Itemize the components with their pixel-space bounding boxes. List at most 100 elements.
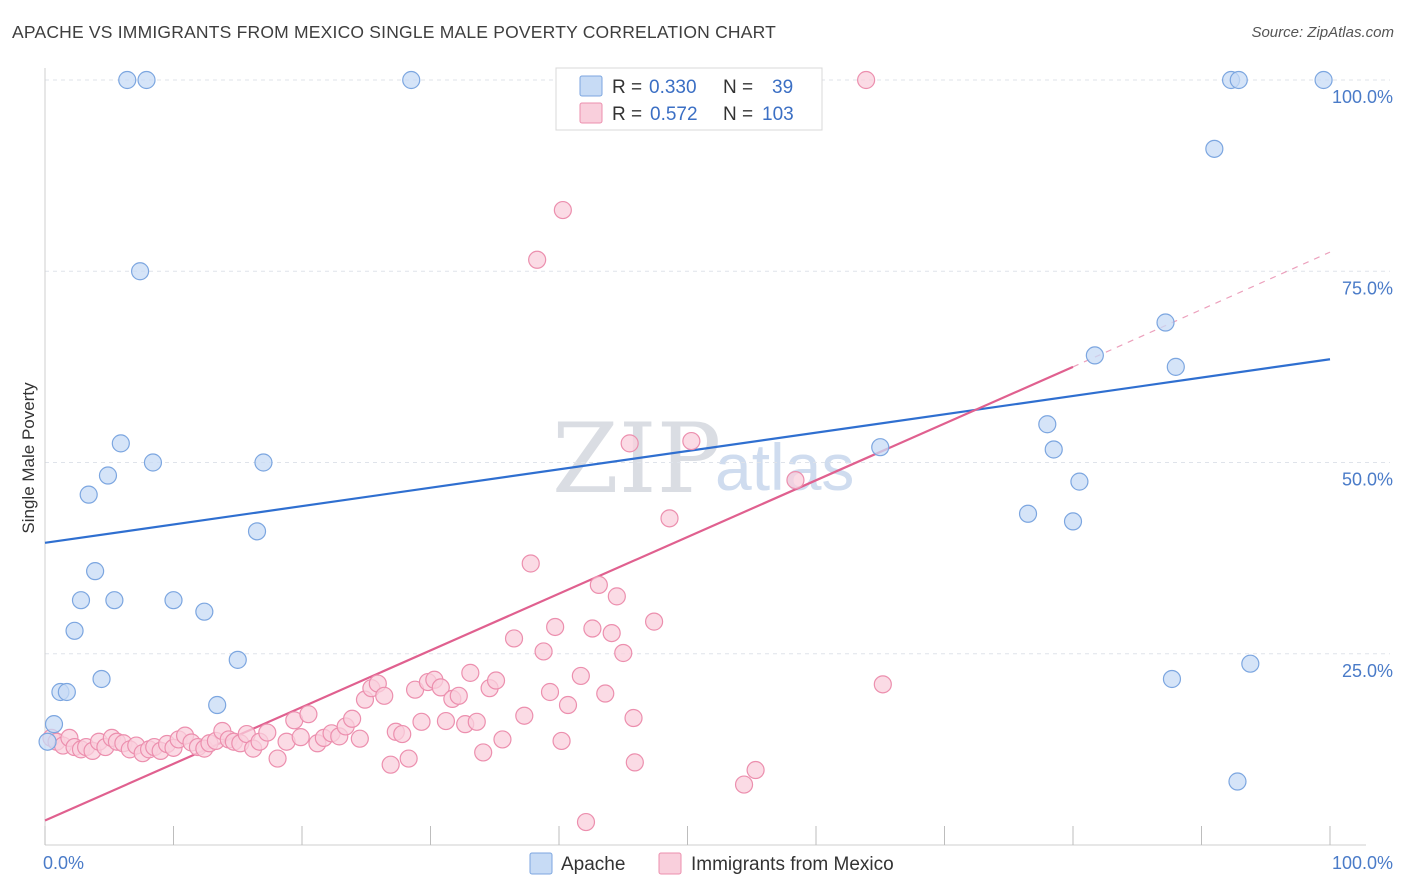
point-mexico-75 — [534, 642, 553, 661]
gridlines — [45, 79, 1390, 655]
point-mexico-77 — [546, 617, 565, 637]
point-mexico-52 — [381, 755, 400, 774]
axes — [44, 68, 1366, 846]
x-tick-label-1: 100.0% — [1332, 853, 1393, 873]
point-apache-7 — [86, 562, 105, 581]
point-apache-31 — [1156, 313, 1175, 332]
legend-r-value-apache: 0.330 — [649, 77, 697, 98]
point-apache-22 — [402, 70, 421, 90]
point-mexico-90 — [624, 708, 643, 728]
point-mexico-72 — [515, 706, 534, 725]
correlation-legend: R = 0.330 N = 39 R = 0.572 N = 103 — [555, 67, 823, 131]
point-apache-18 — [208, 695, 227, 715]
chart-source: Source: ZipAtlas.com — [1251, 24, 1394, 41]
bottom-legend-label-mexico: Immigrants from Mexico — [691, 854, 894, 875]
point-apache-0 — [38, 732, 57, 751]
point-apache-35 — [1241, 654, 1260, 673]
point-mexico-78 — [552, 731, 571, 751]
point-apache-33 — [1205, 139, 1224, 158]
point-mexico-99 — [857, 70, 876, 90]
point-mexico-91 — [625, 753, 644, 772]
point-mexico-63 — [449, 686, 468, 705]
point-mexico-88 — [614, 643, 633, 663]
point-apache-30 — [1162, 669, 1182, 689]
point-mexico-57 — [412, 712, 431, 731]
x-tick-label-0: 0.0% — [43, 853, 84, 873]
point-apache-4 — [65, 621, 84, 640]
point-mexico-84 — [589, 575, 608, 595]
y-tick-label-1: 50.0% — [1342, 470, 1393, 490]
y-tick-label-2: 75.0% — [1342, 278, 1393, 298]
bottom-legend-swatch-mexico — [658, 852, 682, 875]
watermark-atlas: atlas — [715, 430, 854, 504]
point-apache-8 — [92, 669, 111, 689]
point-apache-32 — [1166, 357, 1185, 376]
point-mexico-76 — [540, 682, 560, 702]
point-mexico-80 — [553, 200, 572, 220]
y-tick-label-0: 25.0% — [1342, 661, 1393, 681]
point-mexico-46 — [343, 709, 362, 728]
point-mexico-51 — [375, 686, 394, 705]
point-apache-29 — [1085, 346, 1104, 365]
point-mexico-66 — [467, 712, 486, 731]
point-apache-37 — [1229, 70, 1248, 90]
point-apache-34 — [1228, 772, 1247, 791]
point-mexico-93 — [660, 509, 679, 528]
point-mexico-92 — [644, 612, 664, 631]
data-points — [38, 70, 1333, 832]
point-mexico-85 — [596, 684, 615, 703]
point-mexico-94 — [682, 431, 701, 451]
point-mexico-82 — [576, 812, 596, 832]
bottom-legend-label-apache: Apache — [561, 854, 625, 875]
point-mexico-96 — [734, 775, 754, 794]
legend-swatch-mexico — [579, 102, 603, 124]
y-tick-label-3: 100.0% — [1332, 87, 1393, 107]
point-apache-3 — [57, 682, 76, 702]
point-mexico-83 — [583, 619, 602, 638]
legend-n-label-apache: N = — [723, 77, 753, 98]
point-apache-5 — [71, 591, 91, 610]
point-apache-17 — [195, 602, 214, 621]
point-mexico-87 — [607, 587, 626, 606]
point-apache-13 — [130, 262, 150, 281]
point-apache-11 — [111, 434, 130, 453]
point-mexico-73 — [521, 554, 540, 573]
point-mexico-47 — [350, 729, 369, 748]
point-apache-1 — [44, 715, 64, 734]
legend-n-label-mexico: N = — [723, 104, 753, 125]
point-apache-27 — [1063, 512, 1083, 531]
point-apache-12 — [118, 70, 137, 90]
point-apache-6 — [79, 485, 98, 504]
point-apache-24 — [1018, 504, 1038, 523]
tick-labels: 25.0% 50.0% 75.0% 100.0% 0.0% 100.0% — [43, 87, 1393, 873]
point-mexico-39 — [291, 728, 310, 747]
chart-title: APACHE VS IMMIGRANTS FROM MEXICO SINGLE … — [12, 22, 777, 42]
legend-n-value-apache: 39 — [772, 77, 793, 98]
point-apache-25 — [1038, 415, 1057, 434]
point-mexico-70 — [493, 730, 512, 749]
legend-r-label-mexico: R = — [612, 104, 642, 125]
point-mexico-54 — [393, 724, 412, 744]
point-apache-14 — [137, 70, 156, 90]
point-mexico-40 — [299, 705, 318, 724]
point-mexico-97 — [746, 760, 765, 780]
point-apache-16 — [164, 591, 183, 610]
point-mexico-89 — [620, 434, 639, 453]
point-apache-19 — [228, 650, 247, 669]
point-mexico-67 — [474, 743, 493, 762]
point-mexico-71 — [504, 629, 524, 648]
point-mexico-60 — [431, 678, 450, 697]
legend-r-label-apache: R = — [612, 77, 642, 98]
series-legend: Apache Immigrants from Mexico — [529, 852, 894, 875]
point-mexico-36 — [268, 749, 287, 768]
legend-r-value-mexico: 0.572 — [650, 104, 698, 125]
point-apache-23 — [871, 438, 890, 457]
point-apache-20 — [247, 522, 267, 541]
point-apache-38 — [1314, 70, 1333, 90]
point-apache-21 — [254, 453, 273, 472]
point-apache-9 — [98, 466, 118, 485]
point-mexico-69 — [486, 671, 506, 690]
point-mexico-100 — [873, 675, 892, 694]
point-mexico-65 — [461, 663, 480, 682]
